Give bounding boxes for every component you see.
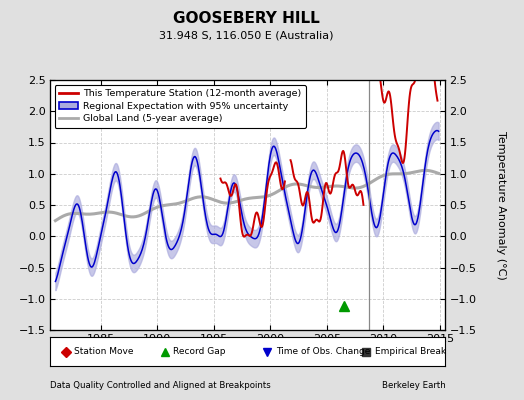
Text: GOOSEBERY HILL: GOOSEBERY HILL	[173, 11, 320, 26]
Text: Station Move: Station Move	[74, 347, 134, 356]
Text: Time of Obs. Change: Time of Obs. Change	[276, 347, 370, 356]
Legend: This Temperature Station (12-month average), Regional Expectation with 95% uncer: This Temperature Station (12-month avera…	[54, 85, 306, 128]
Text: Record Gap: Record Gap	[173, 347, 226, 356]
Y-axis label: Temperature Anomaly (°C): Temperature Anomaly (°C)	[496, 131, 506, 279]
Text: 31.948 S, 116.050 E (Australia): 31.948 S, 116.050 E (Australia)	[159, 30, 334, 40]
Text: Berkeley Earth: Berkeley Earth	[381, 381, 445, 390]
Text: Data Quality Controlled and Aligned at Breakpoints: Data Quality Controlled and Aligned at B…	[50, 381, 270, 390]
Text: Empirical Break: Empirical Break	[375, 347, 446, 356]
